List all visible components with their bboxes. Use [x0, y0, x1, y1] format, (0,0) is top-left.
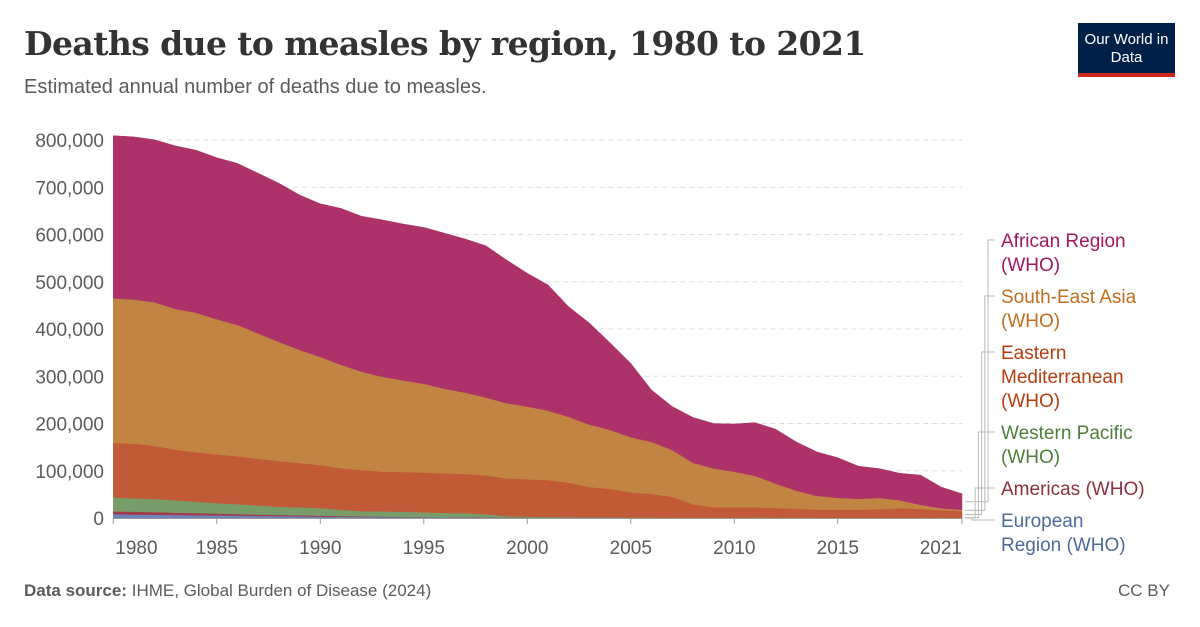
y-axis-ticks: 0 100,000 200,000 300,000 400,000 500,000 600,…: [35, 131, 104, 530]
x-tick-label: 2000: [506, 538, 548, 559]
legend-label: Eastern Mediterranean (WHO): [1001, 343, 1124, 412]
x-tick-label: 1995: [403, 538, 445, 559]
legend-label: African Region (WHO): [1001, 231, 1126, 276]
x-tick-label: 1980: [115, 538, 157, 559]
y-tick-label: 800,000: [35, 131, 104, 152]
logo-text: Our World in Data: [1084, 31, 1169, 66]
legend-item[interactable]: Western Pacific (WHO): [965, 423, 1133, 519]
legend-label: Western Pacific (WHO): [1001, 423, 1133, 468]
y-tick-label: 600,000: [35, 226, 104, 247]
legend-label: South-East Asia (WHO): [1001, 287, 1137, 332]
chart-subtitle: Estimated annual number of deaths due to…: [24, 76, 487, 98]
legend-connector: [965, 431, 995, 519]
legend-connector: [965, 239, 995, 503]
x-tick-label: 2010: [713, 538, 755, 559]
legend-connector: [965, 295, 995, 511]
area-african-region-who[interactable]: [113, 135, 963, 510]
legend-connector: [965, 487, 995, 519]
y-tick-label: 500,000: [35, 273, 104, 294]
y-tick-label: 400,000: [35, 320, 104, 341]
y-tick-label: 100,000: [35, 462, 104, 483]
legend-connector: [965, 351, 995, 515]
legend: African Region (WHO) South-East Asia (WHO) E…: [965, 231, 1145, 556]
y-tick-label: 200,000: [35, 415, 104, 436]
legend-label: Americas (WHO): [1001, 479, 1145, 500]
data-source-label: Data source:: [24, 581, 127, 600]
legend-item[interactable]: South-East Asia (WHO): [965, 287, 1137, 511]
data-source: Data source: IHME, Global Burden of Dise…: [24, 581, 431, 601]
legend-connector: [965, 517, 995, 521]
legend-item[interactable]: Eastern Mediterranean (WHO): [965, 343, 1124, 515]
y-tick-label: 0: [93, 509, 104, 530]
x-tick-label: 2021: [920, 538, 962, 559]
license[interactable]: CC BY: [1118, 581, 1170, 600]
legend-item[interactable]: European Region (WHO): [965, 511, 1126, 556]
chart-title: Deaths due to measles by region, 1980 to…: [24, 24, 866, 63]
y-tick-label: 700,000: [35, 178, 104, 199]
x-tick-label: 2005: [610, 538, 652, 559]
legend-item[interactable]: African Region (WHO): [965, 231, 1126, 503]
area-series: [113, 135, 963, 519]
x-tick-label: 1990: [299, 538, 341, 559]
legend-label: European Region (WHO): [1001, 511, 1126, 556]
x-tick-label: 2015: [817, 538, 859, 559]
x-axis: 1980 1985 1990 1995 2000 2005 2010 2015 2021: [112, 518, 963, 559]
x-tick-label: 1985: [196, 538, 238, 559]
data-source-text: IHME, Global Burden of Disease (2024): [131, 581, 432, 600]
owid-logo[interactable]: Our World in Data: [1078, 23, 1175, 77]
y-tick-label: 300,000: [35, 367, 104, 388]
